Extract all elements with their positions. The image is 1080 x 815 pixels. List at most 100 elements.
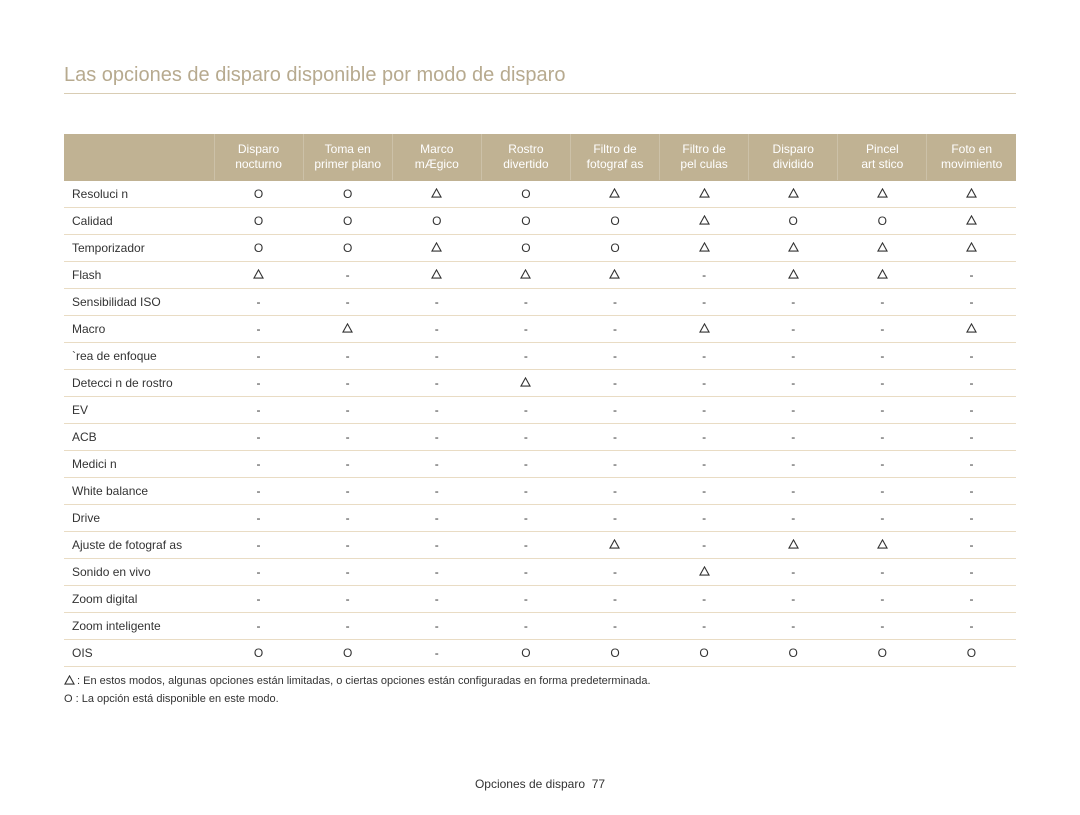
table-cell: - [660, 397, 749, 424]
table-cell: - [392, 316, 481, 343]
table-cell: - [481, 424, 570, 451]
table-cell: - [481, 559, 570, 586]
table-cell [927, 181, 1016, 208]
table-cell: - [838, 478, 927, 505]
column-header: Disparodividido [749, 134, 838, 181]
column-header-blank [64, 134, 214, 181]
footnote-o: O : La opción está disponible en este mo… [64, 691, 1016, 708]
table-cell [749, 235, 838, 262]
table-cell: - [927, 478, 1016, 505]
table-cell [392, 181, 481, 208]
table-row: Flash--- [64, 262, 1016, 289]
triangle-icon [431, 242, 442, 252]
triangle-icon [431, 269, 442, 279]
table-cell: - [303, 613, 392, 640]
table-cell: - [303, 505, 392, 532]
table-cell: - [570, 451, 659, 478]
table-cell: - [392, 451, 481, 478]
table-row: Drive--------- [64, 505, 1016, 532]
table-cell: - [838, 343, 927, 370]
table-cell: O [927, 640, 1016, 667]
table-cell: - [392, 640, 481, 667]
table-cell: - [392, 613, 481, 640]
table-cell: - [660, 262, 749, 289]
table-cell: O [660, 640, 749, 667]
table-cell: O [214, 208, 303, 235]
table-cell: - [749, 613, 838, 640]
table-cell [570, 181, 659, 208]
table-body: Resoluci nOOOCalidadOOOOOOOTemporizadorO… [64, 181, 1016, 667]
column-header: Disparonocturno [214, 134, 303, 181]
table-cell: - [838, 370, 927, 397]
triangle-icon [342, 323, 353, 333]
table-cell: - [481, 505, 570, 532]
table-cell: - [838, 559, 927, 586]
row-label: Drive [64, 505, 214, 532]
triangle-icon [431, 188, 442, 198]
column-header-line2: nocturno [221, 157, 297, 172]
column-header-line2: primer plano [310, 157, 386, 172]
table-row: ACB--------- [64, 424, 1016, 451]
table-cell: O [838, 208, 927, 235]
triangle-icon [699, 323, 710, 333]
table-cell: - [570, 478, 659, 505]
page-title: Las opciones de disparo disponible por m… [64, 64, 1016, 94]
row-label: Resoluci n [64, 181, 214, 208]
table-row: EV--------- [64, 397, 1016, 424]
table-cell [927, 208, 1016, 235]
table-cell: - [303, 262, 392, 289]
row-label: Sensibilidad ISO [64, 289, 214, 316]
table-cell: - [838, 316, 927, 343]
table-cell: - [481, 613, 570, 640]
column-header: MarcomÆgico [392, 134, 481, 181]
table-row: Medici n--------- [64, 451, 1016, 478]
table-cell [927, 316, 1016, 343]
table-cell: - [660, 424, 749, 451]
row-label: Detecci n de rostro [64, 370, 214, 397]
table-cell: - [214, 613, 303, 640]
table-cell [838, 235, 927, 262]
footer-page: 77 [592, 777, 605, 791]
table-cell [481, 262, 570, 289]
table-cell: - [927, 505, 1016, 532]
table-cell [214, 262, 303, 289]
column-header-line2: fotograf as [577, 157, 653, 172]
table-cell: - [749, 478, 838, 505]
triangle-icon [609, 269, 620, 279]
table-cell: - [749, 289, 838, 316]
table-cell: - [570, 613, 659, 640]
table-cell: - [214, 478, 303, 505]
table-cell: - [214, 505, 303, 532]
table-cell: - [660, 451, 749, 478]
table-cell: - [570, 397, 659, 424]
table-cell: - [214, 316, 303, 343]
table-cell: - [570, 289, 659, 316]
table-cell: - [570, 316, 659, 343]
row-label: OIS [64, 640, 214, 667]
table-row: Resoluci nOOO [64, 181, 1016, 208]
triangle-icon [966, 323, 977, 333]
table-row: Sonido en vivo-------- [64, 559, 1016, 586]
column-header: Filtro defotograf as [570, 134, 659, 181]
table-cell [392, 262, 481, 289]
triangle-icon [609, 539, 620, 549]
table-cell: - [838, 424, 927, 451]
column-header-line1: Filtro de [577, 142, 653, 157]
table-cell: - [392, 424, 481, 451]
table-cell: - [570, 559, 659, 586]
table-cell [570, 532, 659, 559]
table-cell [927, 235, 1016, 262]
column-header-line1: Filtro de [666, 142, 742, 157]
triangle-icon [699, 242, 710, 252]
column-header-line2: dividido [755, 157, 831, 172]
table-cell: - [927, 370, 1016, 397]
triangle-icon [64, 676, 75, 688]
table-cell: O [303, 181, 392, 208]
table-row: Ajuste de fotograf as------ [64, 532, 1016, 559]
column-header-line2: mÆgico [399, 157, 475, 172]
triangle-icon [520, 377, 531, 387]
row-label: Calidad [64, 208, 214, 235]
table-cell: - [927, 451, 1016, 478]
table-cell [749, 181, 838, 208]
table-cell: - [392, 397, 481, 424]
